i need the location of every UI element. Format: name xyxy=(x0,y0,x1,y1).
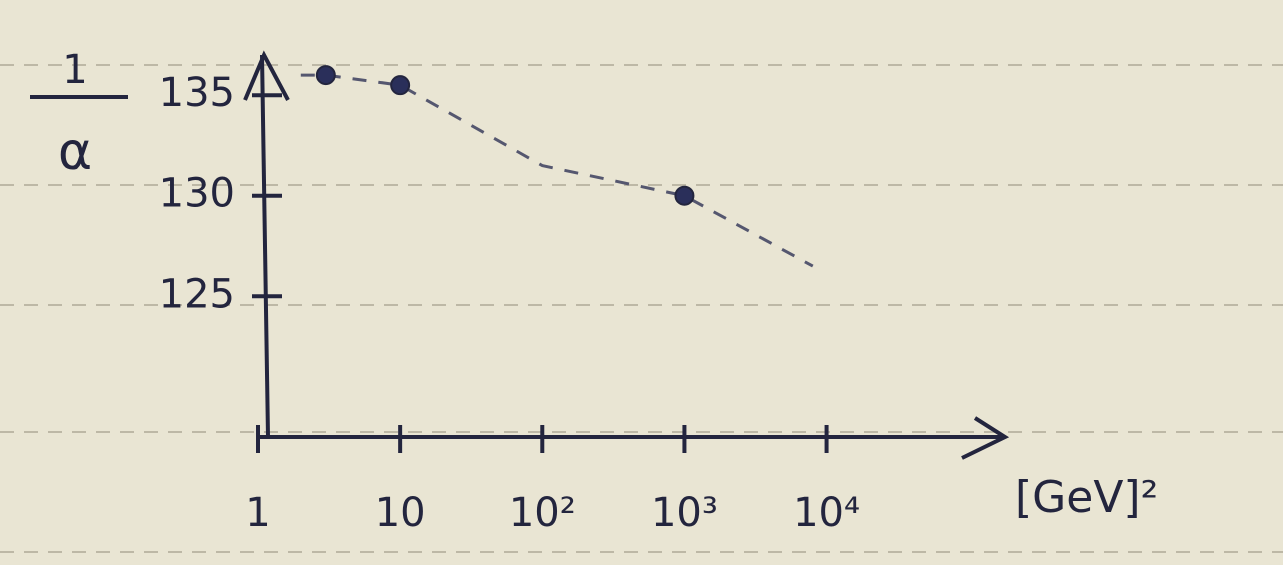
data-point xyxy=(391,76,409,94)
y-tick-label: 130 xyxy=(159,171,235,217)
y-tick-label: 125 xyxy=(159,271,235,317)
x-tick-label: 10³ xyxy=(651,490,718,536)
y-tick-label: 135 xyxy=(159,70,235,116)
chart: 1 α [GeV]² 1 10 10² 10³ 10⁴ 125 130 135 xyxy=(0,0,1283,565)
y-label-numerator: 1 xyxy=(62,47,87,93)
x-tick-label: 10² xyxy=(509,490,576,536)
x-tick-label: 10⁴ xyxy=(793,490,860,536)
page: 1 α [GeV]² 11010²10³10⁴125130135 (() => … xyxy=(0,0,1283,565)
x-tick-label: 1 xyxy=(245,490,270,536)
y-label-denominator: α xyxy=(58,122,92,182)
data-point xyxy=(675,187,693,205)
x-label: [GeV]² xyxy=(1015,472,1158,523)
data-point xyxy=(317,66,335,84)
x-tick-label: 10 xyxy=(375,490,426,536)
